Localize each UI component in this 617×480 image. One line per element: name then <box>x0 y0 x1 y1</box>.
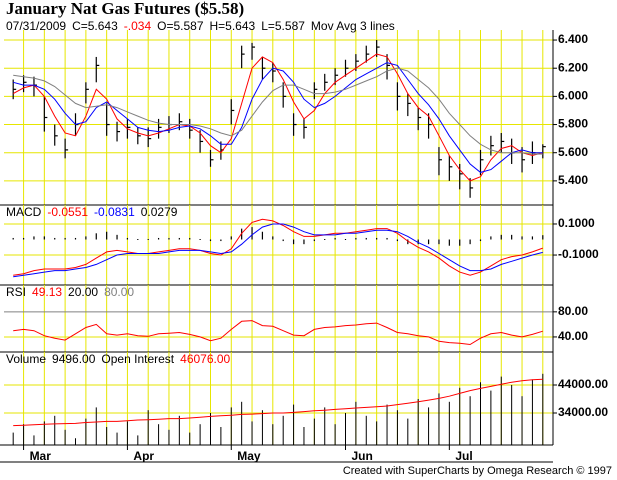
y-tick-label: 6.200 <box>558 60 588 74</box>
header-item: H=5.643 <box>210 19 256 33</box>
header-item: 9496.00 <box>52 352 96 366</box>
header-item: O=5.587 <box>157 19 204 33</box>
header-item: -0.0551 <box>47 205 88 219</box>
series-line <box>13 223 543 278</box>
header-item: 20.00 <box>68 285 98 299</box>
y-tick-label: 5.400 <box>558 173 588 187</box>
header-item: Volume <box>6 352 46 366</box>
header-item: 80.00 <box>104 285 134 299</box>
header-item: 46076.00 <box>180 352 230 366</box>
header-item: C=5.643 <box>72 19 118 33</box>
series-line <box>13 218 543 276</box>
y-tick-label: 44000.00 <box>558 377 608 391</box>
header-item: 49.13 <box>32 285 62 299</box>
y-tick-label: 6.000 <box>558 89 588 103</box>
header-item: Open Interest <box>101 352 174 366</box>
y-tick-label: -0.1000 <box>558 247 599 261</box>
y-tick-label: 80.00 <box>558 304 588 318</box>
series-line <box>13 67 543 155</box>
panel-header: Volume 9496.00 Open Interest 46076.00 <box>6 352 231 366</box>
x-tick-label: May <box>237 449 261 463</box>
series-line <box>13 320 543 346</box>
header-item: Mov Avg 3 lines <box>311 19 395 33</box>
footer: Created with SuperCharts by Omega Resear… <box>343 465 612 477</box>
panel-header: 07/31/2009 C=5.643 -.034 O=5.587 H=5.643 L=5.… <box>6 19 395 33</box>
y-tick-label: 40.00 <box>558 329 588 343</box>
y-tick-label: 5.800 <box>558 117 588 131</box>
header-item: MACD <box>6 205 42 219</box>
y-tick-label: 0.1000 <box>558 216 595 230</box>
series-line <box>13 62 543 173</box>
chart-title: January Nat Gas Futures ($5.58) <box>6 0 244 18</box>
header-item: L=5.587 <box>261 19 305 33</box>
header-item: 0.0279 <box>141 205 178 219</box>
x-tick-label: Jul <box>455 449 472 463</box>
y-tick-label: 34000.00 <box>558 405 608 419</box>
header-item: 07/31/2009 <box>6 19 66 33</box>
x-tick-label: Mar <box>30 449 52 463</box>
header-item: RSI <box>6 285 26 299</box>
header-item: -.034 <box>124 19 152 33</box>
series-line <box>13 378 543 427</box>
series-line <box>12 53 543 182</box>
y-tick-label: 5.600 <box>558 145 588 159</box>
x-tick-label: Apr <box>133 449 154 463</box>
panel-header: RSI 49.13 20.00 80.00 <box>6 285 134 299</box>
y-tick-label: 6.400 <box>558 32 588 46</box>
panel-header: MACD -0.0551 -0.0831 0.0279 <box>6 205 178 219</box>
header-item: -0.0831 <box>94 205 135 219</box>
x-tick-label: Jun <box>352 449 373 463</box>
